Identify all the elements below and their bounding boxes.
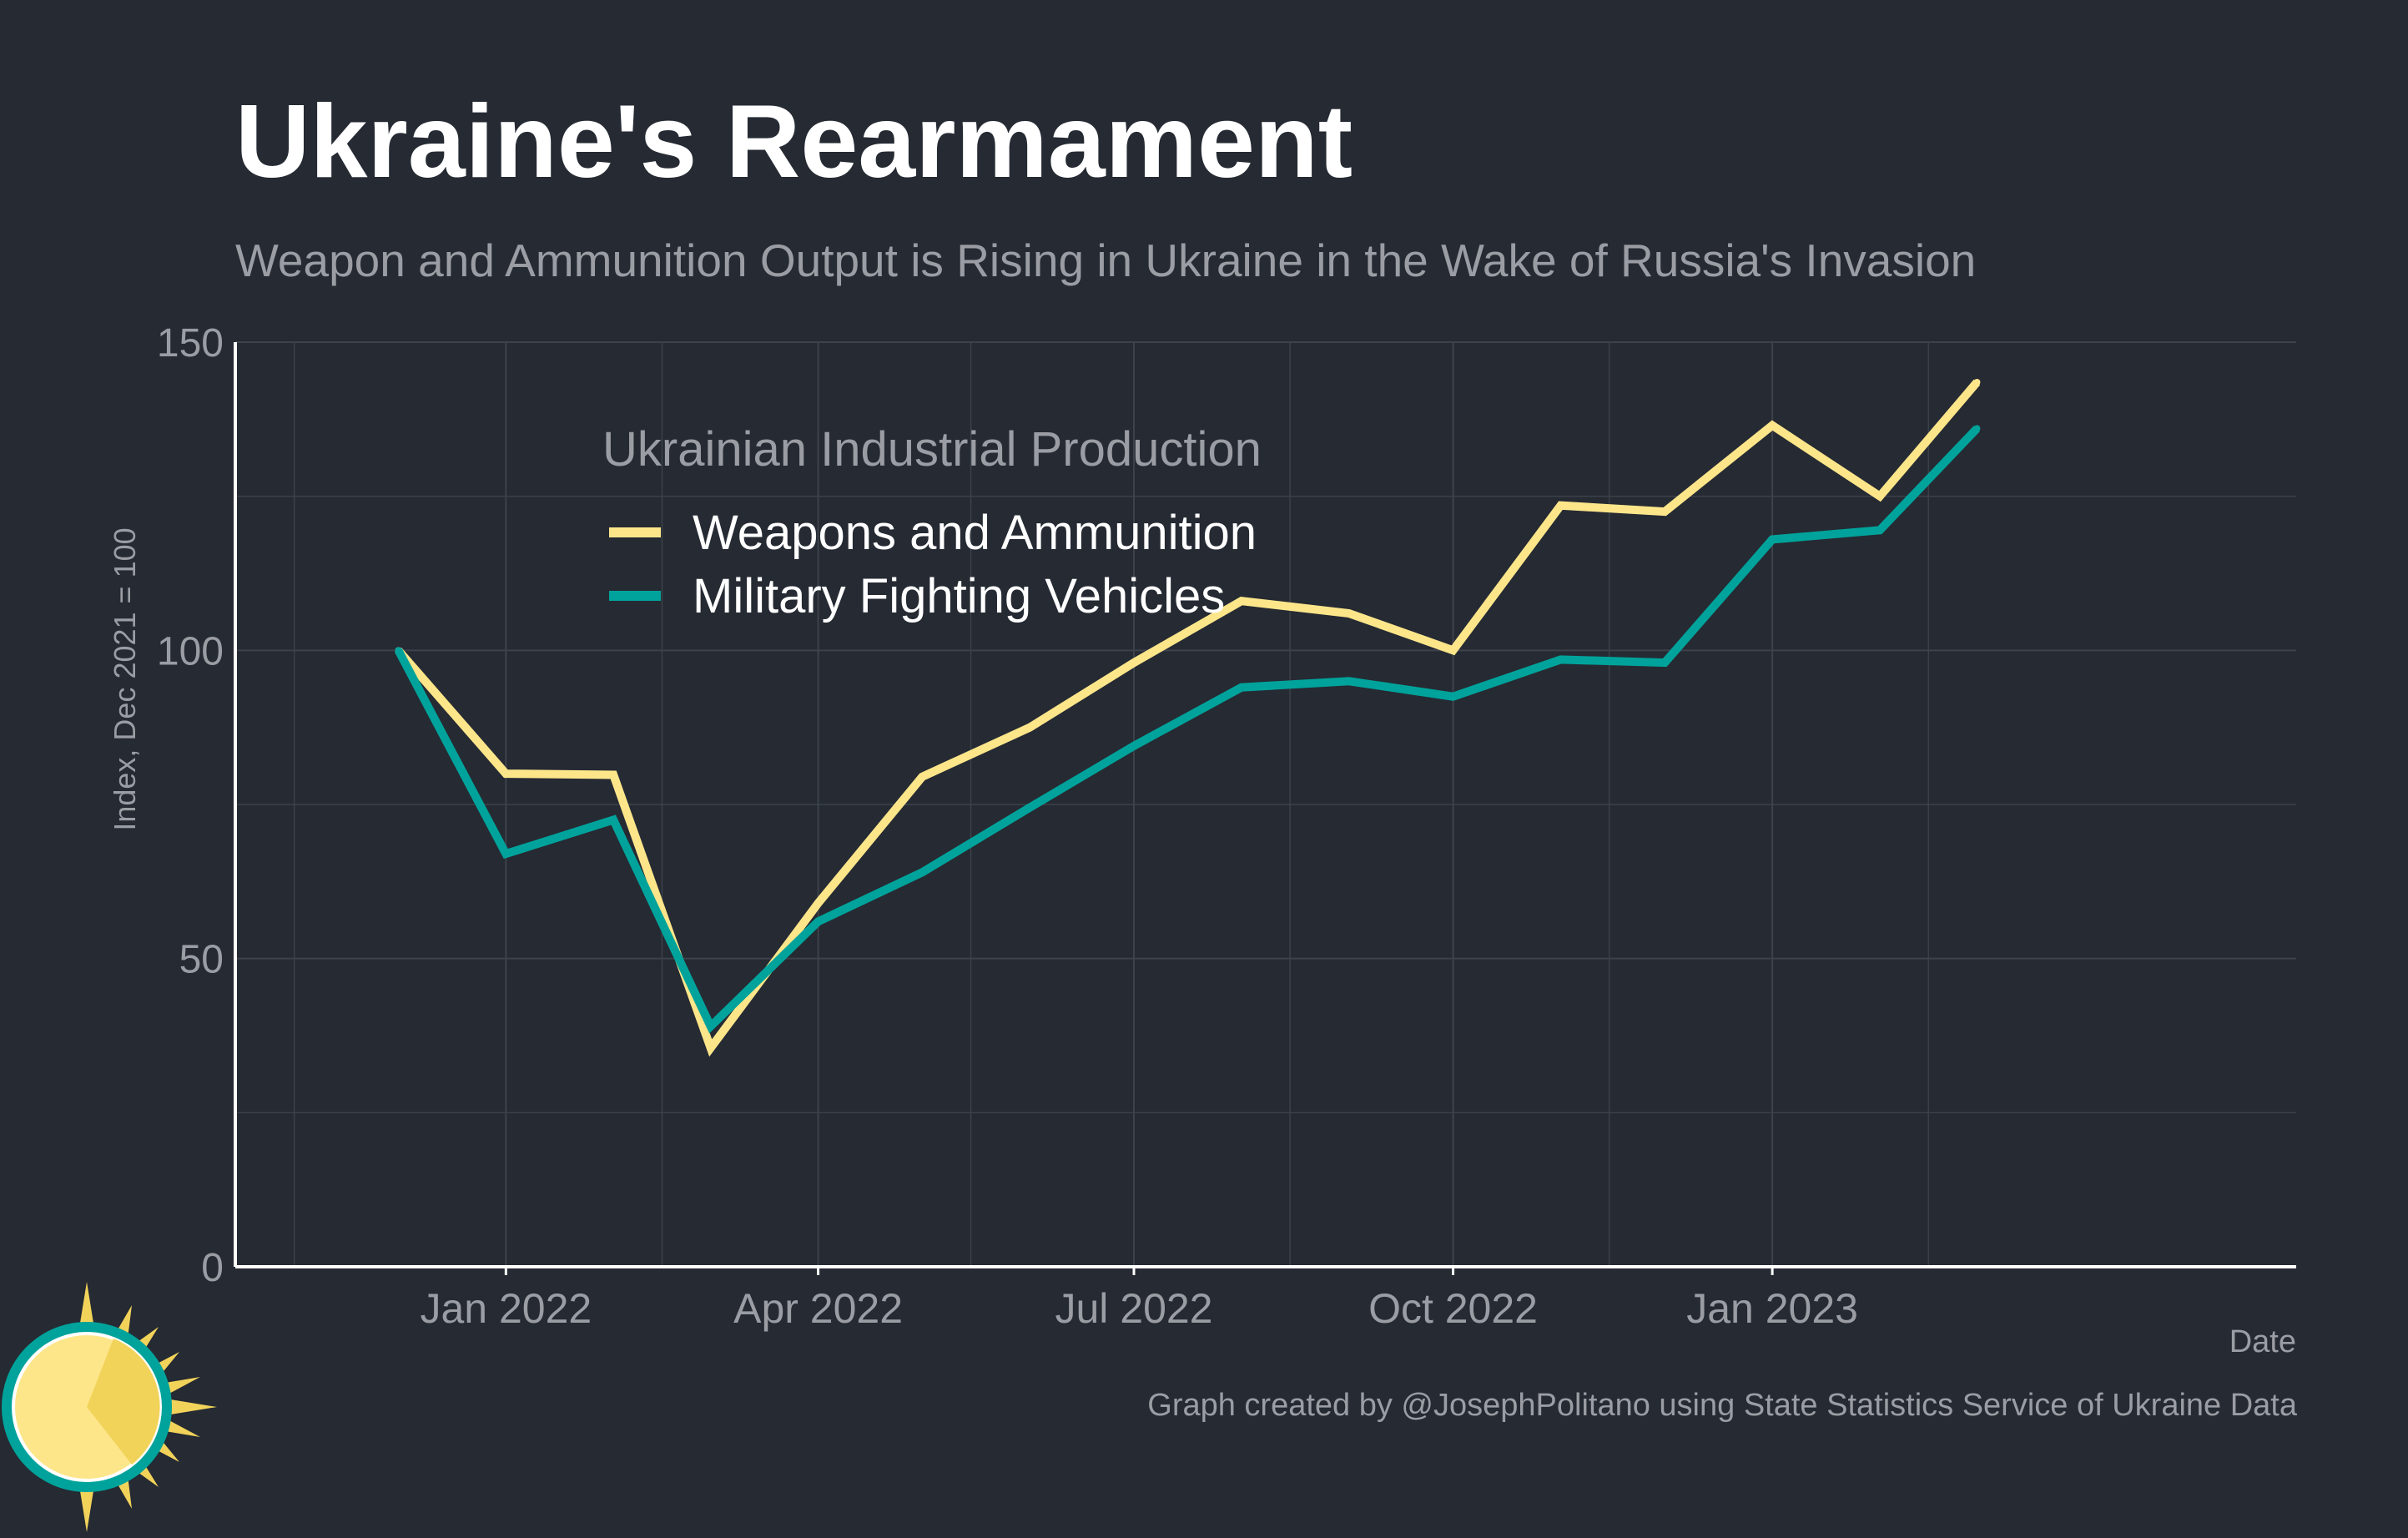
data-point [1130,742,1137,749]
gridlines [235,341,2296,1268]
data-point [814,900,822,907]
y-axis-label: Index, Dec 2021 = 100 [108,527,142,830]
data-point [1769,536,1776,543]
axes: 0 50 100 150 Jan 2022 Apr 2022 Jul 2022 Oct 202… [108,321,2296,1359]
data-point [1973,379,1981,386]
series-lines [394,379,1981,1057]
data-point [1026,804,1034,811]
data-point [919,869,926,876]
y-tick-label: 0 [201,1246,224,1290]
data-point [1661,659,1669,667]
data-point [1769,421,1776,429]
x-axis-label: Date [2229,1324,2296,1359]
data-point [1973,425,1981,432]
source-caption: Graph created by @JosephPolitano using S… [1147,1388,2297,1423]
data-point [1237,598,1245,605]
data-point [502,850,510,858]
chart-title: Ukraine's Rearmament [235,84,1353,199]
legend-label-2: Military Fighting Vehicles [693,569,1225,623]
x-tick-label: Jan 2023 [1686,1285,1858,1332]
data-point [1877,527,1884,534]
x-tick-label: Apr 2022 [733,1285,903,1332]
data-point [1449,693,1457,700]
data-point [610,816,617,824]
series-line-1 [395,379,1981,1057]
data-point [707,1044,714,1051]
data-point [1345,610,1353,618]
y-tick-label: 50 [179,938,224,982]
data-point [919,773,926,780]
data-point [1449,647,1457,654]
data-point [707,1022,714,1030]
chart-subtitle: Weapon and Ammunition Output is Rising i… [235,234,1977,286]
data-point [814,918,822,925]
data-point [1557,502,1564,509]
data-point [610,771,617,779]
data-point [395,647,402,654]
legend: Ukrainian Industrial Production Weapons a… [602,422,1262,623]
data-point [1237,683,1245,691]
x-tick-label: Jul 2022 [1055,1285,1212,1332]
data-point [1877,492,1884,500]
data-point [1026,724,1034,731]
legend-label-1: Weapons and Ammunition [693,506,1257,560]
sun-logo-icon [2,1282,217,1532]
data-point [1557,656,1564,663]
data-point [1661,508,1669,516]
x-tick-label: Jan 2022 [420,1285,592,1332]
data-point [1130,659,1137,667]
data-point [1345,678,1353,685]
data-point [502,770,510,778]
y-tick-label: 100 [157,629,224,673]
legend-title: Ukrainian Industrial Production [602,422,1262,477]
x-tick-label: Oct 2022 [1368,1285,1538,1332]
series-line-2 [394,425,1981,1034]
y-tick-label: 150 [157,321,224,366]
